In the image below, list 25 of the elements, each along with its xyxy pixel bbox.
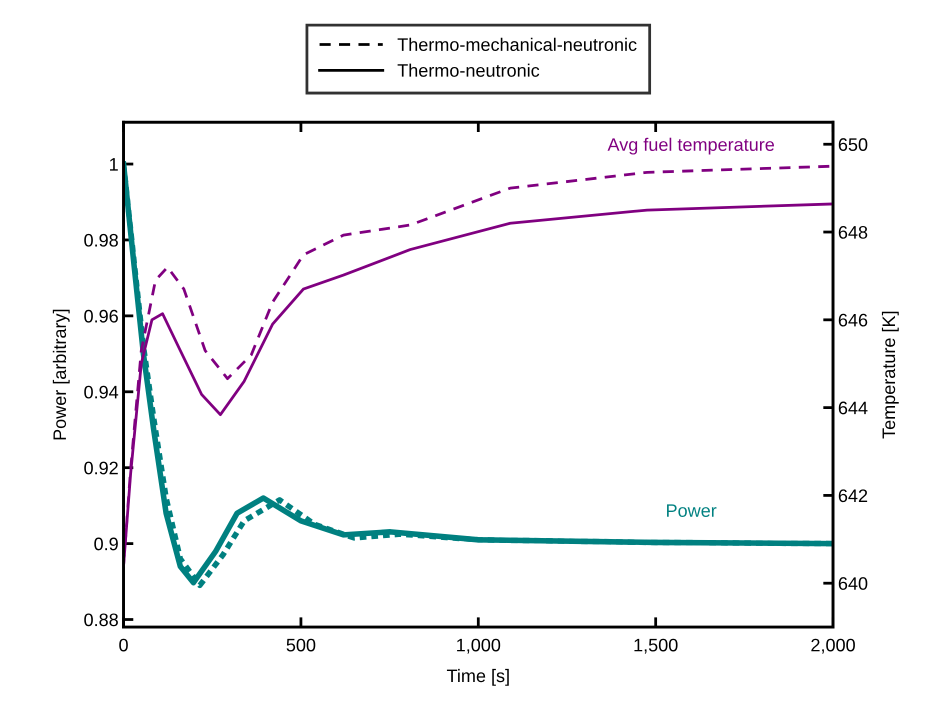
y-tick-label: 1 (110, 158, 118, 171)
y2-tick-label: 646 (838, 314, 868, 327)
x-tick-label: 500 (286, 638, 316, 652)
y-tick-label: 0.96 (84, 310, 118, 323)
x-tick-label: 2,000 (811, 638, 855, 654)
x-tick-label: 1,000 (457, 638, 500, 654)
x-tick-label: 1,500 (634, 638, 678, 654)
y2-tick-label: 650 (838, 138, 868, 151)
text: Thermo-neutronic (398, 64, 540, 77)
x-axis-title: Time [s] (446, 668, 509, 686)
y-tick-label: 0.98 (84, 234, 118, 247)
series-label: Power (667, 504, 716, 517)
y-tick-label: 0.9 (94, 538, 118, 550)
y2-tick-label: 644 (838, 402, 868, 414)
y2-tick-label: 640 (838, 577, 868, 590)
y2-axis-title: Temperature [K] (882, 312, 899, 439)
y-tick-label: 0.94 (84, 386, 118, 398)
text: Thermo-mechanical-neutronic (398, 38, 637, 52)
y-tick-label: 0.92 (84, 462, 118, 474)
x-tick-label: 0 (119, 638, 128, 652)
text: Avg fuel temperature (608, 138, 774, 155)
y2-tick-label: 642 (838, 489, 868, 502)
y-tick-label: 0.88 (84, 613, 118, 626)
y2-tick-label: 648 (838, 226, 868, 239)
y-axis-title: Power [arbitrary] (52, 310, 70, 440)
